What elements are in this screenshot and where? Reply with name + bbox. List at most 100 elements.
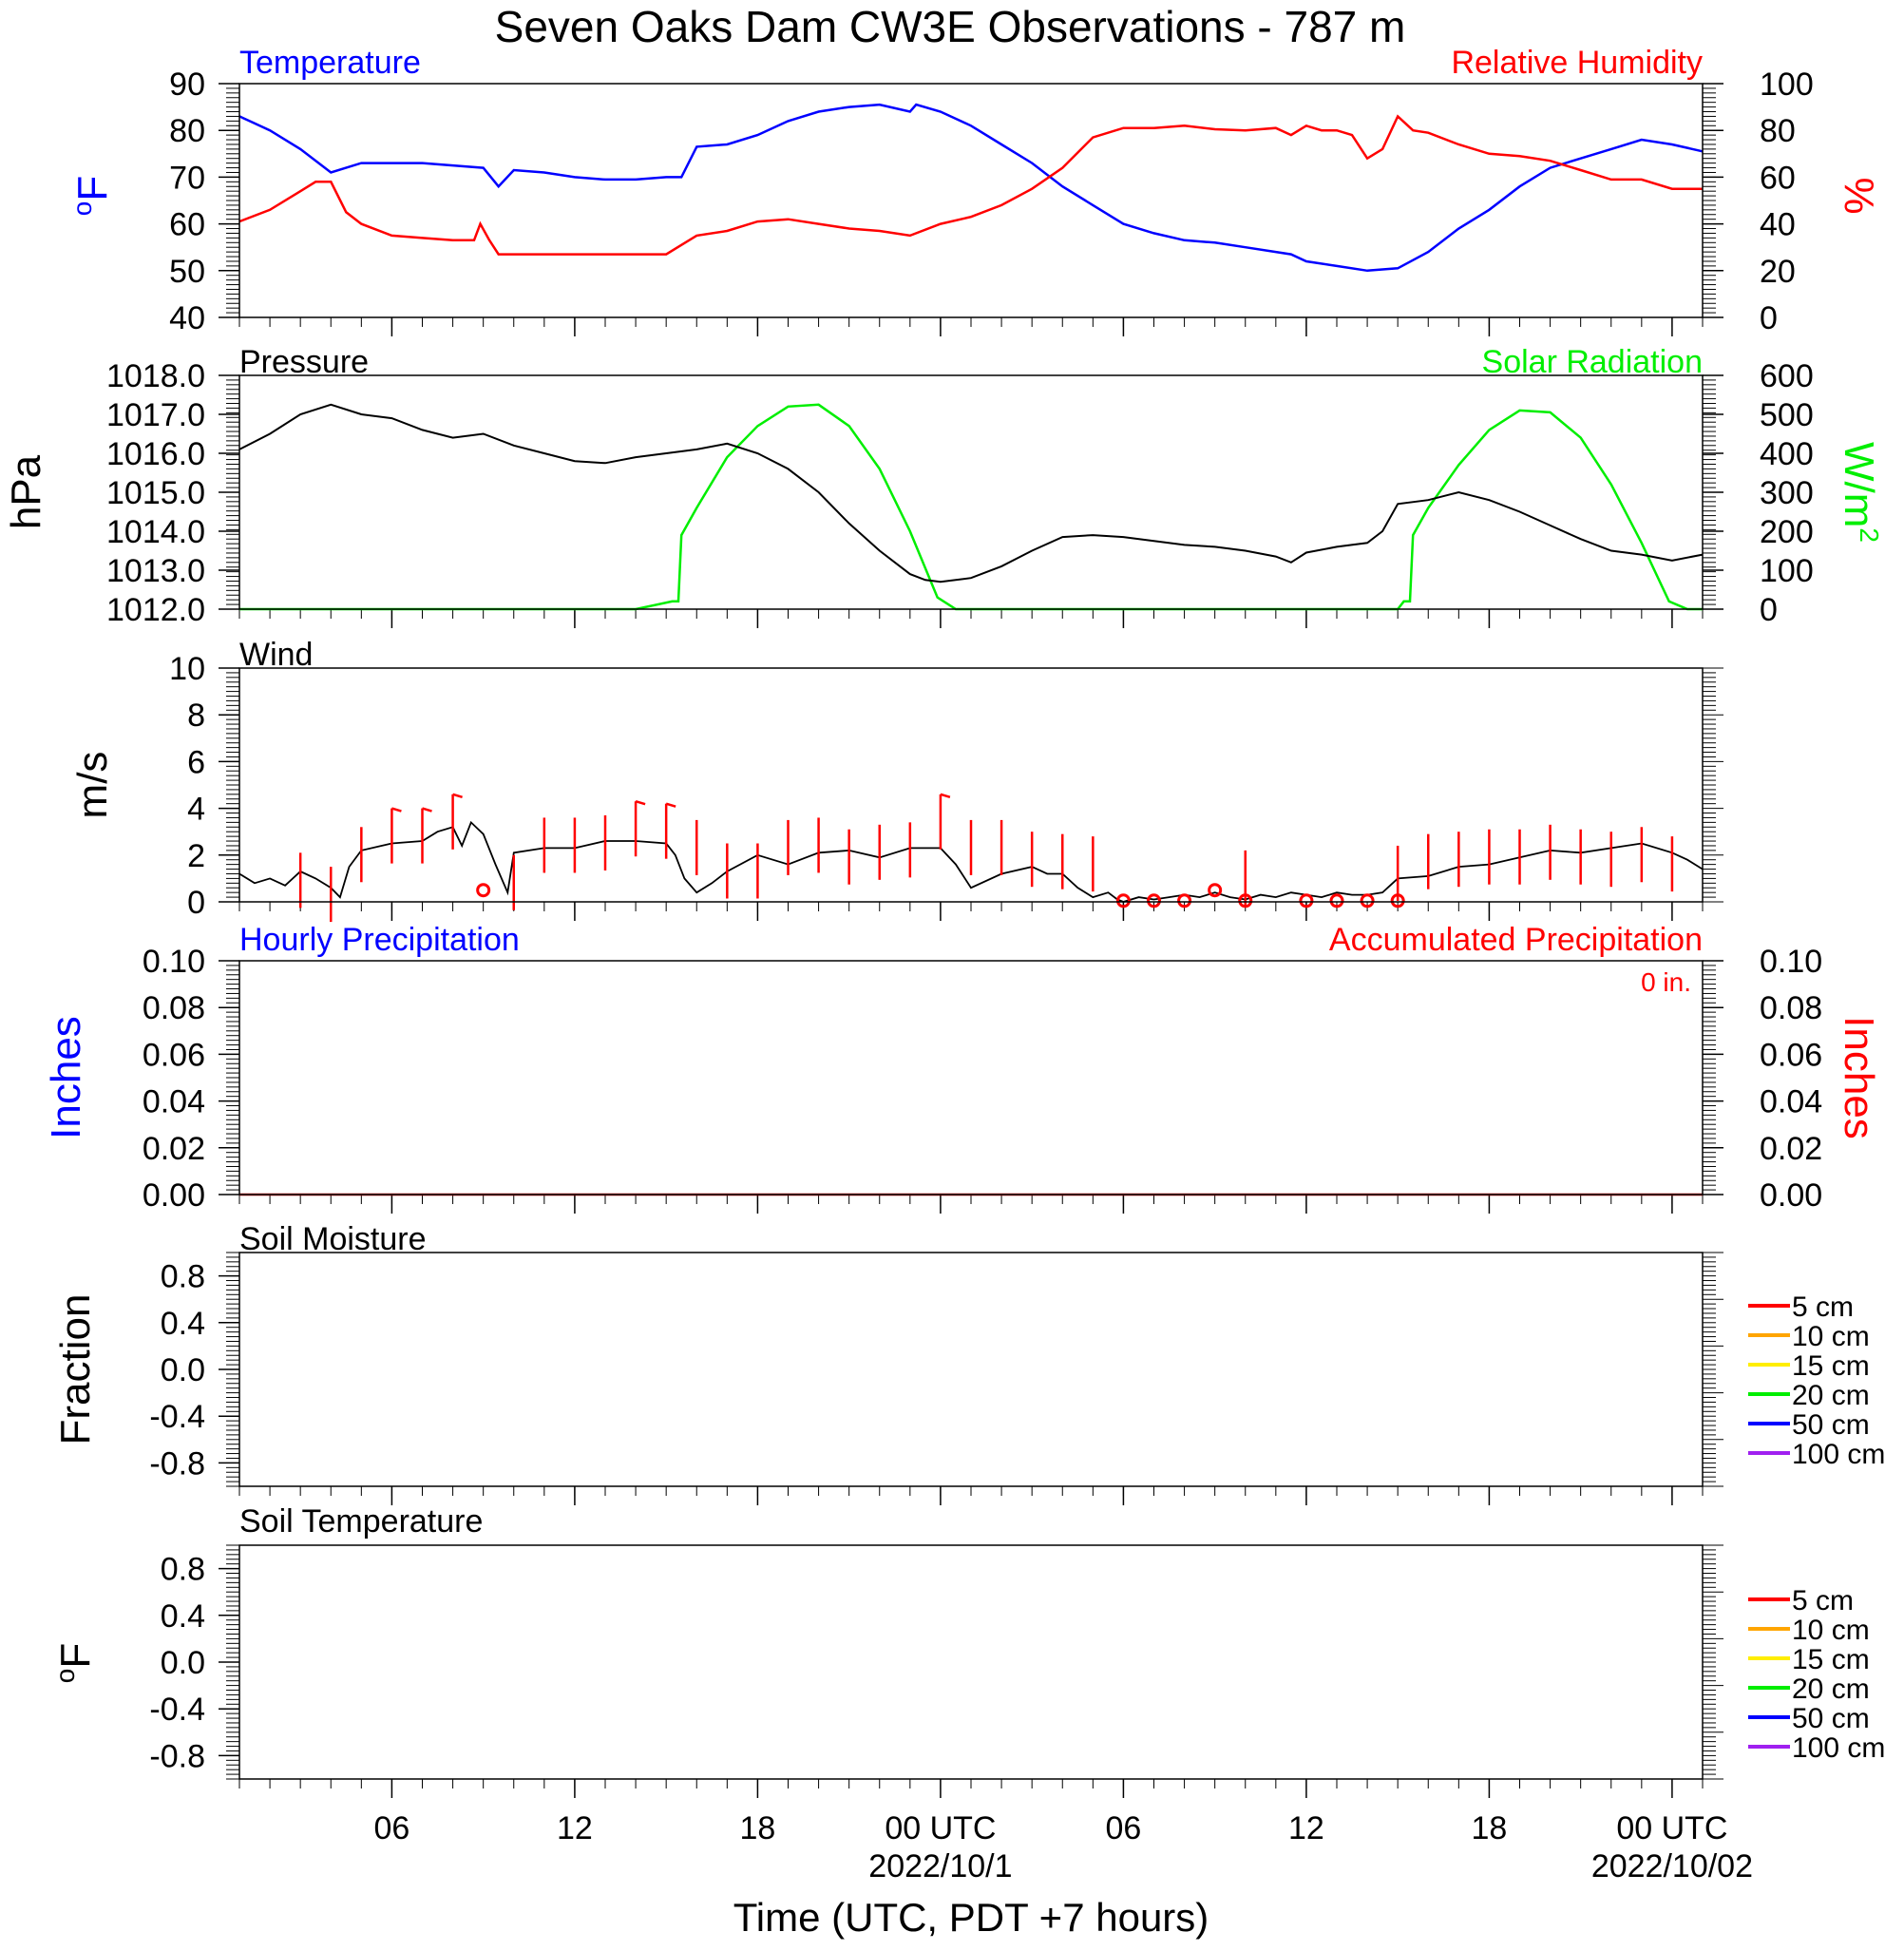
- soil-moisture-plot-frame: [238, 1252, 1704, 1487]
- y-tick-label: 0.0: [161, 1352, 205, 1388]
- soil-moisture-y-ticks: -0.8 -0.4 0.0 0.4 0.8: [149, 1252, 1723, 1487]
- y-tick-label: 8: [187, 698, 205, 734]
- pressure-y-ticks: 1012.01013.01014.01015.01016.01017.01018…: [106, 358, 239, 628]
- accum-precip-title: Accumulated Precipitation: [1329, 922, 1703, 958]
- accum-precip-total: 0 in.: [1641, 967, 1691, 997]
- legend-item: 10 cm: [1748, 1615, 1870, 1646]
- humidity-y-ticks: 0 20 40 60 80 100: [1703, 67, 1814, 336]
- humidity-unit-label: %: [1836, 177, 1882, 214]
- legend-item: 5 cm: [1748, 1291, 1854, 1323]
- y-tick-label: 1016.0: [106, 436, 205, 472]
- legend-label: 20 cm: [1792, 1674, 1870, 1705]
- accum-precip-unit-label: Inches: [1836, 1016, 1882, 1139]
- y-tick-label: 50: [169, 254, 205, 290]
- calm-circle: [1115, 893, 1131, 909]
- y-tick-label: 0.8: [161, 1259, 205, 1295]
- temperature-y-ticks: 40 50 60 70 80 90: [169, 67, 239, 336]
- legend-label: 5 cm: [1792, 1291, 1854, 1323]
- legend-item: 15 cm: [1748, 1350, 1870, 1382]
- y-tick-label: 20: [1760, 254, 1796, 290]
- y-tick-label: 6: [187, 744, 205, 780]
- y-tick-label: 0.00: [1760, 1177, 1822, 1214]
- calm-wind-markers: [476, 883, 1405, 909]
- y-tick-label: 0.08: [1760, 990, 1822, 1026]
- y-tick-label: 0.08: [143, 990, 205, 1026]
- legend-label: 100 cm: [1792, 1439, 1885, 1470]
- y-tick-label: 0: [187, 885, 205, 921]
- legend-item: 100 cm: [1748, 1732, 1885, 1764]
- legend-label: 15 cm: [1792, 1644, 1870, 1675]
- legend-item: 5 cm: [1748, 1585, 1854, 1616]
- x-date-label: 2022/10/1: [868, 1848, 1012, 1884]
- y-tick-label: -0.4: [149, 1399, 205, 1435]
- legend-item: 15 cm: [1748, 1644, 1870, 1675]
- hourly-precip-unit-label: Inches: [43, 1016, 89, 1139]
- y-tick-label: 0.02: [1760, 1131, 1822, 1167]
- wind-barb: [664, 802, 676, 859]
- x-tick-label: 00 UTC: [885, 1810, 996, 1846]
- soil-temperature-title: Soil Temperature: [239, 1503, 483, 1540]
- legend-label: 100 cm: [1792, 1732, 1885, 1764]
- figure-title: Seven Oaks Dam CW3E Observations - 787 m: [495, 2, 1406, 51]
- pressure-x-ticks: [238, 609, 1704, 628]
- precip-right-y-ticks: 0.00 0.02 0.04 0.06 0.08 0.10: [1703, 944, 1822, 1214]
- y-tick-label: 0.0: [161, 1645, 205, 1681]
- y-tick-label: 400: [1760, 436, 1814, 472]
- y-tick-label: 1014.0: [106, 514, 205, 550]
- calm-circle: [1177, 893, 1192, 909]
- y-tick-label: 1018.0: [106, 358, 205, 394]
- precipitation-panel: Hourly Precipitation Accumulated Precipi…: [43, 922, 1882, 1214]
- legend-label: 15 cm: [1792, 1350, 1870, 1382]
- soil-temperature-y-ticks: -0.8 -0.4 0.0 0.4 0.8: [149, 1544, 1723, 1780]
- y-tick-label: 100: [1760, 553, 1814, 589]
- x-tick-label: 18: [740, 1810, 776, 1846]
- pressure-series-line: [238, 403, 1704, 583]
- precip-plot-frame: [238, 960, 1704, 1195]
- legend-label: 10 cm: [1792, 1615, 1870, 1646]
- temperature-title: Temperature: [239, 45, 421, 81]
- pressure-plot-frame: [238, 374, 1704, 610]
- y-tick-label: 60: [169, 207, 205, 243]
- legend-item: 20 cm: [1748, 1674, 1870, 1705]
- y-tick-label: 80: [169, 113, 205, 149]
- precip-x-ticks: [238, 1195, 1704, 1214]
- soil-temperature-x-ticks: [238, 1779, 1704, 1798]
- hourly-precip-title: Hourly Precipitation: [239, 922, 520, 958]
- y-tick-label: 90: [169, 67, 205, 103]
- y-tick-label: 0.04: [143, 1084, 205, 1120]
- y-tick-label: 0.02: [143, 1131, 205, 1167]
- humidity-title: Relative Humidity: [1451, 45, 1703, 81]
- y-tick-label: 60: [1760, 160, 1796, 196]
- soil-temperature-unit-label: oF: [50, 1643, 99, 1683]
- soil-temperature-panel: Soil Temperature oF -0.8 -0.4 0.0 0.4 0.8 5 …: [50, 1503, 1885, 1884]
- calm-circle: [1390, 893, 1405, 909]
- soil-moisture-x-ticks: [238, 1486, 1704, 1505]
- y-tick-label: 0.4: [161, 1306, 205, 1342]
- legend-item: 50 cm: [1748, 1409, 1870, 1441]
- wind-speed-line: [238, 820, 1704, 903]
- calm-circle: [476, 883, 491, 898]
- y-tick-label: 0.10: [143, 944, 205, 980]
- legend-label: 20 cm: [1792, 1380, 1870, 1411]
- x-tick-label: 18: [1472, 1810, 1508, 1846]
- legend-label: 10 cm: [1792, 1321, 1870, 1352]
- soil-moisture-unit-label: Fraction: [52, 1294, 99, 1445]
- temperature-unit-label: oF: [67, 176, 116, 216]
- y-tick-label: 70: [169, 160, 205, 196]
- soil-moisture-panel: Soil Moisture Fraction -0.8 -0.4 0.0 0.4 0.8…: [52, 1221, 1885, 1505]
- legend-item: 10 cm: [1748, 1321, 1870, 1352]
- solar-title: Solar Radiation: [1482, 344, 1703, 380]
- x-tick-label: 06: [374, 1810, 410, 1846]
- y-tick-label: -0.8: [149, 1738, 205, 1774]
- y-tick-label: 4: [187, 792, 205, 828]
- y-tick-label: 200: [1760, 514, 1814, 550]
- wind-barb: [451, 793, 463, 850]
- y-tick-label: -0.8: [149, 1445, 205, 1482]
- wind-barb: [390, 807, 402, 864]
- y-tick-label: 0.10: [1760, 944, 1822, 980]
- temperature-humidity-panel: Temperature Relative Humidity oF % 40 50 6…: [67, 45, 1882, 336]
- humidity-series-line: [238, 114, 1703, 256]
